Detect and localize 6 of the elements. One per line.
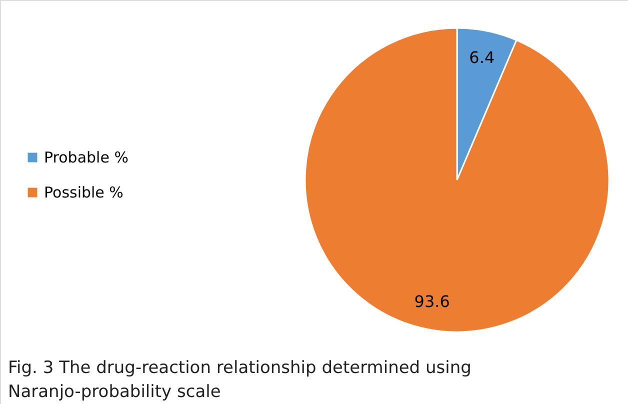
legend-label: Probable % bbox=[44, 148, 128, 166]
legend-label: Possible % bbox=[44, 184, 124, 202]
pie-slice bbox=[304, 27, 610, 333]
data-label: 6.4 bbox=[469, 48, 495, 67]
data-label: 93.6 bbox=[414, 292, 450, 312]
caption: Fig. 3 The drug-reaction relationship determined using Naranjo-probability scale bbox=[8, 358, 472, 402]
